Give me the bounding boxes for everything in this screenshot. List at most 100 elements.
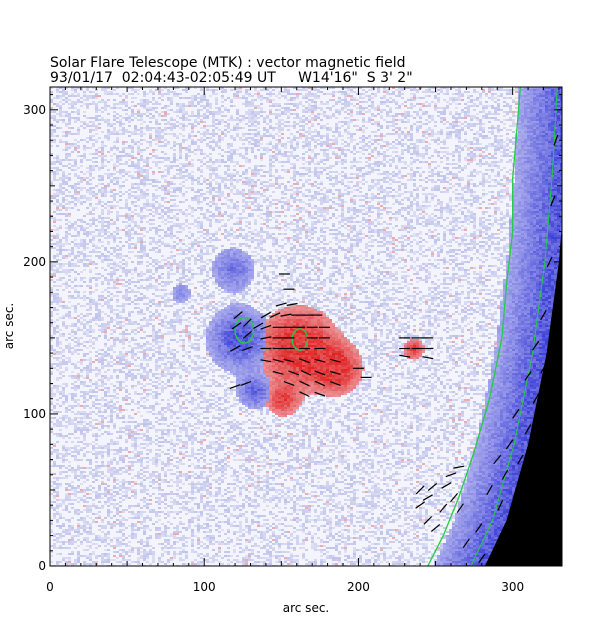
- field-cell: [281, 111, 284, 113]
- field-cell: [242, 147, 245, 149]
- field-cell: [164, 185, 167, 187]
- field-cell: [239, 89, 242, 91]
- field-cell: [332, 183, 335, 185]
- field-cell: [284, 97, 287, 99]
- field-cell: [119, 151, 122, 153]
- field-cell: [203, 157, 206, 159]
- field-cell: [482, 109, 485, 111]
- field-cell: [269, 135, 272, 137]
- field-cell: [68, 127, 71, 129]
- field-cell: [458, 113, 461, 115]
- field-cell: [185, 149, 188, 151]
- field-cell: [191, 131, 194, 133]
- field-cell: [464, 167, 467, 169]
- field-cell: [323, 151, 326, 153]
- field-cell: [440, 129, 443, 131]
- field-cell: [137, 149, 140, 151]
- field-cell: [218, 141, 221, 143]
- field-cell: [491, 113, 494, 115]
- field-cell: [143, 113, 146, 115]
- field-cell: [107, 173, 110, 175]
- field-cell: [167, 181, 170, 183]
- field-cell: [533, 113, 536, 115]
- field-cell: [56, 193, 59, 195]
- field-cell: [398, 171, 401, 173]
- field-cell: [164, 123, 167, 125]
- field-cell: [557, 99, 560, 101]
- field-cell: [86, 171, 89, 173]
- field-cell: [80, 97, 83, 99]
- field-cell: [392, 93, 395, 95]
- field-cell: [548, 173, 551, 175]
- field-cell: [497, 193, 500, 195]
- field-cell: [59, 161, 62, 163]
- field-cell: [266, 131, 269, 133]
- field-cell: [386, 193, 389, 195]
- field-cell: [467, 141, 470, 143]
- field-cell: [338, 197, 341, 199]
- field-cell: [257, 91, 260, 93]
- field-cell: [68, 143, 71, 145]
- field-cell: [404, 121, 407, 123]
- field-cell: [539, 109, 542, 111]
- field-cell: [482, 117, 485, 119]
- field-cell: [392, 123, 395, 125]
- field-cell: [287, 117, 290, 119]
- field-cell: [293, 121, 296, 123]
- field-cell: [389, 155, 392, 157]
- field-cell: [401, 175, 404, 177]
- field-cell: [329, 191, 332, 193]
- field-cell: [257, 95, 260, 97]
- field-cell: [491, 99, 494, 101]
- field-cell: [479, 129, 482, 131]
- field-cell: [344, 97, 347, 99]
- field-cell: [119, 191, 122, 193]
- field-cell: [533, 161, 536, 163]
- field-cell: [539, 125, 542, 127]
- field-cell: [485, 161, 488, 163]
- field-cell: [518, 183, 521, 185]
- field-cell: [347, 193, 350, 195]
- field-cell: [545, 187, 548, 189]
- field-cell: [458, 93, 461, 95]
- field-cell: [161, 107, 164, 109]
- field-cell: [170, 91, 173, 93]
- field-cell: [509, 111, 512, 113]
- field-cell: [497, 99, 500, 101]
- field-cell: [209, 111, 212, 113]
- field-cell: [548, 99, 551, 101]
- field-cell: [344, 99, 347, 101]
- field-cell: [89, 169, 92, 171]
- field-cell: [485, 113, 488, 115]
- field-cell: [224, 151, 227, 153]
- field-cell: [311, 139, 314, 141]
- field-cell: [347, 177, 350, 179]
- field-cell: [215, 107, 218, 109]
- field-cell: [377, 173, 380, 175]
- field-cell: [74, 143, 77, 145]
- field-cell: [113, 179, 116, 181]
- field-cell: [161, 95, 164, 97]
- field-cell: [80, 197, 83, 199]
- field-cell: [374, 179, 377, 181]
- field-cell: [254, 199, 257, 201]
- field-cell: [236, 117, 239, 119]
- field-cell: [539, 143, 542, 145]
- field-cell: [350, 199, 353, 201]
- field-cell: [350, 97, 353, 99]
- field-cell: [455, 145, 458, 147]
- field-cell: [545, 107, 548, 109]
- field-cell: [515, 179, 518, 181]
- field-cell: [521, 185, 524, 187]
- field-cell: [53, 115, 56, 117]
- field-cell: [197, 121, 200, 123]
- field-cell: [293, 105, 296, 107]
- field-cell: [518, 141, 521, 143]
- field-cell: [104, 173, 107, 175]
- field-cell: [101, 177, 104, 179]
- field-cell: [212, 119, 215, 121]
- field-cell: [143, 99, 146, 101]
- field-cell: [281, 193, 284, 195]
- field-cell: [452, 175, 455, 177]
- field-cell: [413, 143, 416, 145]
